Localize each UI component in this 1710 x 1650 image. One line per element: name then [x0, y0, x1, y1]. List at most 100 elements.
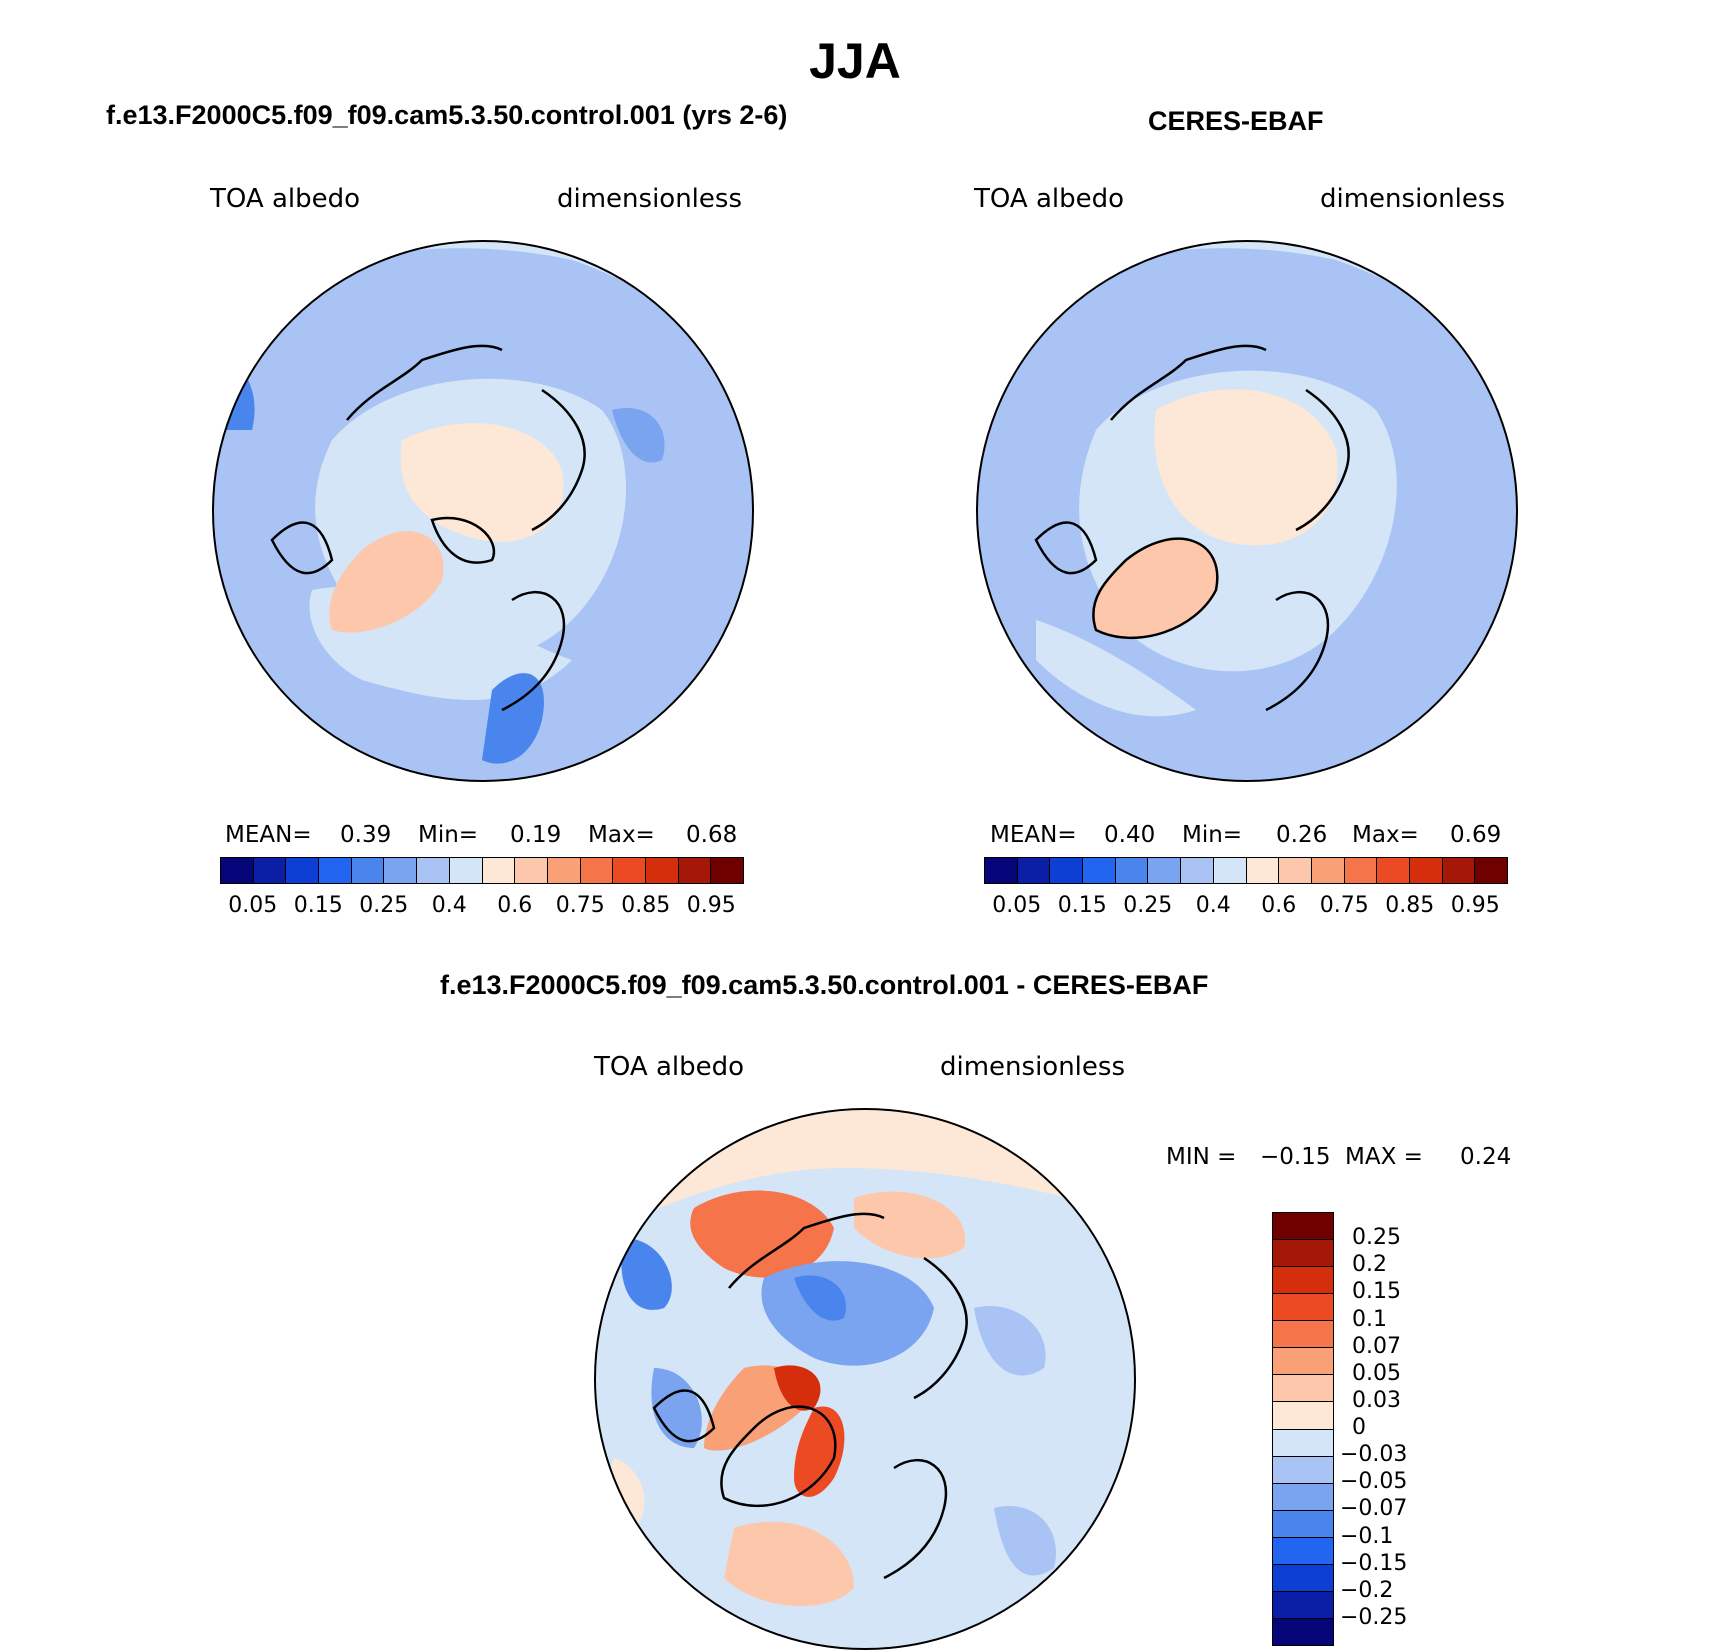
- colorbar-tick-label: 0.15: [293, 893, 343, 918]
- colorbar-tick-label: 0.95: [686, 893, 736, 918]
- colorbar-tick-label: 0.75: [1319, 893, 1369, 918]
- colorbar-swatch: [1311, 858, 1345, 883]
- panel2-colorbar: [984, 857, 1508, 884]
- panel2-variable-label: TOA albedo: [974, 184, 1125, 214]
- colorbar-tick-label: 0.6: [1261, 893, 1297, 918]
- colorbar-swatch: [417, 858, 450, 883]
- panel3-min-value: −0.15: [1260, 1144, 1331, 1170]
- colorbar-swatch: [1273, 1402, 1333, 1430]
- panel2-mean-label: MEAN=: [990, 822, 1077, 848]
- colorbar-tick-label: 0.2: [1352, 1252, 1387, 1278]
- colorbar-tick-label: −0.25: [1340, 1604, 1408, 1630]
- colorbar-tick-label: 0.4: [1195, 893, 1231, 918]
- colorbar-swatch: [1442, 858, 1476, 883]
- colorbar-tick-label: 0.05: [228, 893, 278, 918]
- colorbar-tick-label: 0.85: [1385, 893, 1435, 918]
- colorbar-swatch: [1115, 858, 1149, 883]
- colorbar-swatch: [580, 858, 614, 883]
- colorbar-tick-label: 0.05: [992, 893, 1042, 918]
- colorbar-swatch: [1273, 1240, 1333, 1268]
- colorbar-swatch: [1181, 858, 1214, 883]
- colorbar-swatch: [1273, 1429, 1333, 1457]
- colorbar-tick-label: 0.03: [1352, 1387, 1401, 1413]
- colorbar-swatch: [384, 858, 418, 883]
- colorbar-swatch: [1273, 1213, 1333, 1241]
- colorbar-swatch: [449, 858, 483, 883]
- panel3-max-label: MAX =: [1345, 1144, 1423, 1170]
- colorbar-tick-label: 0.85: [621, 893, 671, 918]
- colorbar-swatch: [1409, 858, 1443, 883]
- panel1-variable-label: TOA albedo: [210, 184, 361, 214]
- panel1-mean-label: MEAN=: [225, 822, 312, 848]
- colorbar-swatch: [711, 858, 743, 883]
- colorbar-tick-label: −0.05: [1340, 1469, 1408, 1495]
- colorbar-tick-label: 0.15: [1057, 893, 1107, 918]
- colorbar-swatch: [1273, 1375, 1333, 1403]
- colorbar-swatch: [1273, 1591, 1333, 1619]
- colorbar-swatch: [1273, 1456, 1333, 1484]
- panel1-min-value: 0.19: [510, 822, 562, 848]
- panel2-max-value: 0.69: [1450, 822, 1502, 848]
- colorbar-swatch: [1246, 858, 1280, 883]
- colorbar-swatch: [1273, 1348, 1333, 1376]
- panel2-colorbar-ticks: 0.05 0.15 0.25 0.4 0.6 0.75 0.85 0.95: [984, 893, 1508, 918]
- panel1-polar-map: [212, 240, 754, 782]
- panel2-min-value: 0.26: [1276, 822, 1328, 848]
- colorbar-swatch: [221, 858, 254, 883]
- panel2-subtitle: CERES-EBAF: [1148, 106, 1324, 136]
- colorbar-tick-label: 0.95: [1450, 893, 1500, 918]
- panel1-colorbar: [220, 857, 744, 884]
- colorbar-swatch: [319, 858, 352, 883]
- colorbar-swatch: [1050, 858, 1084, 883]
- colorbar-tick-label: −0.2: [1340, 1577, 1394, 1603]
- colorbar-tick-label: 0.6: [497, 893, 533, 918]
- panel3-variable-label: TOA albedo: [594, 1052, 745, 1082]
- panel1-min-label: Min=: [418, 822, 479, 848]
- panel2-min-label: Min=: [1182, 822, 1243, 848]
- colorbar-swatch: [351, 858, 385, 883]
- colorbar-swatch: [1273, 1267, 1333, 1295]
- colorbar-swatch: [1083, 858, 1116, 883]
- colorbar-tick-label: 0.1: [1352, 1306, 1387, 1332]
- colorbar-swatch: [1017, 858, 1051, 883]
- panel1-max-label: Max=: [588, 822, 655, 848]
- colorbar-swatch: [985, 858, 1018, 883]
- colorbar-tick-label: 0.07: [1352, 1333, 1401, 1359]
- panel3-max-value: 0.24: [1460, 1144, 1512, 1170]
- panel1-colorbar-ticks: 0.05 0.15 0.25 0.4 0.6 0.75 0.85 0.95: [220, 893, 744, 918]
- colorbar-tick-label: 0.25: [1352, 1225, 1401, 1251]
- panel1-max-value: 0.68: [686, 822, 738, 848]
- colorbar-swatch: [515, 858, 548, 883]
- colorbar-swatch: [482, 858, 516, 883]
- colorbar-swatch: [1273, 1510, 1333, 1538]
- colorbar-swatch: [678, 858, 712, 883]
- colorbar-swatch: [1273, 1321, 1333, 1349]
- colorbar-tick-label: −0.07: [1340, 1496, 1408, 1522]
- panel3-colorbar-ticks: 0.25 0.2 0.15 0.1 0.07 0.05 0.03 0 −0.03 −0.05 −0.…: [1340, 1212, 1480, 1630]
- panel3-units-label: dimensionless: [940, 1052, 1125, 1082]
- colorbar-swatch: [547, 858, 581, 883]
- panel3-min-label: MIN =: [1166, 1144, 1237, 1170]
- colorbar-swatch: [1148, 858, 1182, 883]
- colorbar-tick-label: −0.1: [1340, 1523, 1394, 1549]
- panel3-colorbar: [1272, 1212, 1334, 1646]
- colorbar-tick-label: 0.05: [1352, 1360, 1401, 1386]
- colorbar-tick-label: 0.15: [1352, 1279, 1401, 1305]
- panel2-mean-value: 0.40: [1104, 822, 1156, 848]
- colorbar-swatch: [1279, 858, 1312, 883]
- colorbar-swatch: [1273, 1294, 1333, 1322]
- figure-title: JJA: [809, 33, 901, 89]
- colorbar-swatch: [1273, 1483, 1333, 1511]
- panel1-units-label: dimensionless: [557, 184, 742, 214]
- colorbar-tick-label: 0.75: [555, 893, 605, 918]
- colorbar-swatch: [1273, 1537, 1333, 1565]
- panel1-subtitle: f.e13.F2000C5.f09_f09.cam5.3.50.control.…: [106, 100, 788, 130]
- colorbar-swatch: [1344, 858, 1378, 883]
- panel2-units-label: dimensionless: [1320, 184, 1505, 214]
- colorbar-tick-label: 0.4: [431, 893, 467, 918]
- panel2-polar-map: [976, 240, 1518, 782]
- colorbar-tick-label: −0.03: [1340, 1442, 1408, 1468]
- colorbar-swatch: [253, 858, 287, 883]
- colorbar-swatch: [1273, 1564, 1333, 1592]
- colorbar-tick-label: 0.25: [1123, 893, 1173, 918]
